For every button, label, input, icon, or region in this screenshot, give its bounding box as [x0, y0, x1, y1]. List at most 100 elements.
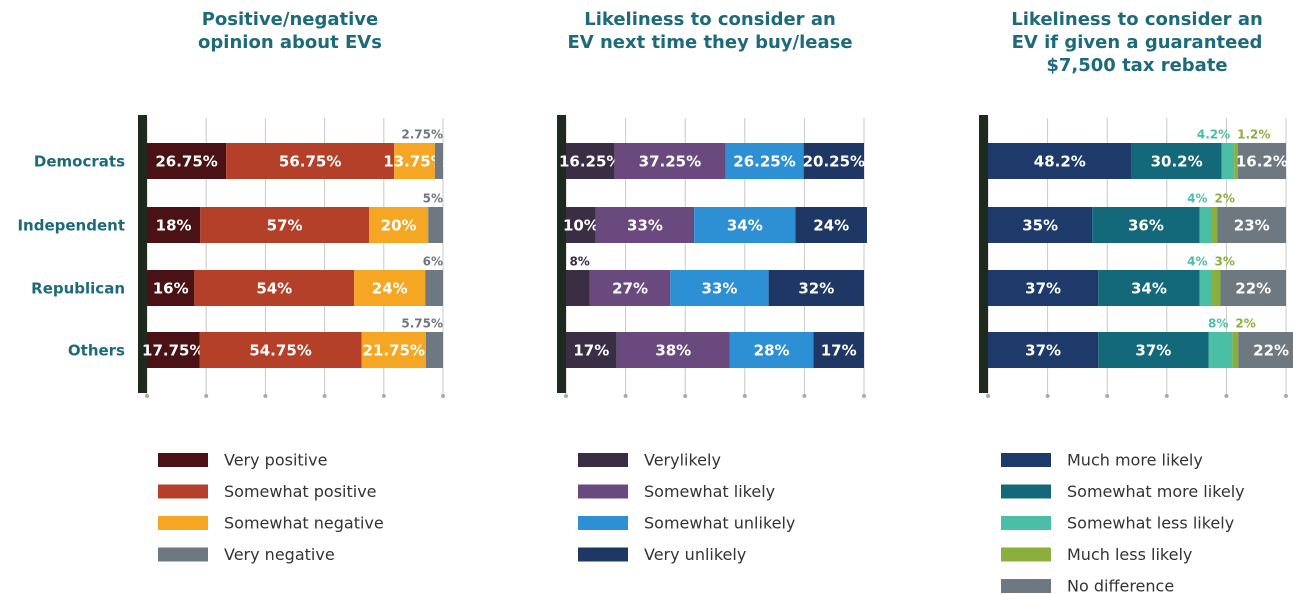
- value-label: 22%: [1235, 280, 1271, 298]
- value-label: 23%: [1234, 217, 1270, 235]
- value-label: 2.75%: [401, 128, 443, 142]
- bar-segment: [354, 270, 426, 306]
- value-label: 4%: [1187, 255, 1207, 269]
- tick-mark: [1105, 394, 1110, 398]
- legend-swatch: [1001, 579, 1051, 593]
- tick-mark: [1224, 394, 1229, 398]
- value-label: 13.75%: [383, 153, 445, 171]
- bar-segment: [199, 332, 362, 368]
- bar-segment: [194, 270, 355, 306]
- legend-swatch: [158, 484, 208, 499]
- value-label: 5%: [423, 192, 443, 206]
- legend-swatch: [1001, 547, 1051, 562]
- bar-segment: [1131, 143, 1222, 179]
- bar-segment: [1098, 270, 1200, 306]
- value-label: 2%: [1235, 317, 1255, 331]
- bar-segment: [147, 332, 200, 368]
- bar-segment: [725, 143, 804, 179]
- value-label: 16.2%: [1236, 153, 1288, 171]
- value-label: 18%: [156, 217, 192, 235]
- legend-swatch: [578, 484, 628, 499]
- legend-label: Verylikely: [644, 451, 721, 470]
- value-label: 30.2%: [1151, 153, 1203, 171]
- bar-segment: [1234, 143, 1238, 179]
- value-label: 37%: [1025, 280, 1061, 298]
- bar-segment: [803, 143, 864, 179]
- bar-segment: [394, 143, 435, 179]
- legend-swatch: [158, 516, 208, 530]
- value-label: 37%: [1135, 342, 1171, 360]
- bar-segment: [200, 207, 369, 243]
- bar-segment: [768, 270, 864, 306]
- tick-mark: [623, 394, 628, 398]
- value-label: 33%: [627, 217, 663, 235]
- value-label: 34%: [727, 217, 763, 235]
- bar-segment: [1199, 270, 1212, 306]
- value-label: 6%: [423, 255, 443, 269]
- legend-label: Much less likely: [1067, 545, 1192, 564]
- legend-label: Somewhat less likely: [1067, 514, 1234, 533]
- legend-label: Somewhat negative: [224, 514, 384, 533]
- bar-segment: [589, 270, 671, 306]
- value-label: 4%: [1187, 192, 1207, 206]
- axis-bar: [138, 115, 147, 393]
- value-label: 21.75%: [363, 342, 425, 360]
- legend-label: Very positive: [224, 451, 327, 470]
- bar-segment: [988, 270, 1099, 306]
- legend-swatch: [1001, 453, 1051, 467]
- bar-segment: [566, 143, 615, 179]
- bar-segment: [566, 332, 617, 368]
- bar-segment: [1220, 270, 1286, 306]
- value-label: 37%: [1025, 342, 1061, 360]
- value-label: 33%: [702, 280, 738, 298]
- bar-segment: [566, 207, 596, 243]
- axis-bar: [557, 115, 566, 393]
- bar-segment: [795, 207, 867, 243]
- bar-segment: [1237, 143, 1286, 179]
- bar-segment: [434, 143, 443, 179]
- value-label: 36%: [1128, 217, 1164, 235]
- tick-mark: [145, 394, 149, 398]
- legend-label: Somewhat more likely: [1067, 482, 1245, 501]
- legend-swatch: [578, 547, 628, 562]
- tick-mark: [802, 394, 807, 398]
- tick-mark: [1164, 394, 1169, 398]
- value-label: 17.75%: [142, 342, 204, 360]
- value-label: 16%: [153, 280, 189, 298]
- legend-label: Much more likely: [1067, 451, 1203, 470]
- bar-segment: [1208, 332, 1233, 368]
- bar-segment: [369, 207, 429, 243]
- value-label: 54%: [256, 280, 292, 298]
- value-label: 26.75%: [155, 153, 217, 171]
- bar-segment: [670, 270, 769, 306]
- tick-mark: [986, 394, 990, 398]
- legend-swatch: [578, 516, 628, 530]
- legend-label: Somewhat unlikely: [644, 514, 795, 533]
- legend-label: No difference: [1067, 577, 1174, 594]
- value-label: 57%: [267, 217, 303, 235]
- category-label: Independent: [17, 217, 125, 235]
- bar-segment: [1092, 207, 1200, 243]
- bar-segment: [361, 332, 426, 368]
- legend-swatch: [158, 547, 208, 562]
- category-label: Republican: [31, 280, 125, 298]
- value-label: 20.25%: [803, 153, 865, 171]
- bar-segment: [694, 207, 796, 243]
- value-label: 20%: [381, 217, 417, 235]
- axis-bar: [979, 115, 988, 393]
- tick-mark: [564, 394, 568, 398]
- category-label: Others: [68, 342, 125, 360]
- value-label: 8%: [569, 255, 589, 269]
- legend-label: Somewhat positive: [224, 482, 377, 501]
- tick-mark: [683, 394, 688, 398]
- bar-segment: [616, 332, 730, 368]
- value-label: 26.25%: [733, 153, 795, 171]
- bar-segment: [566, 270, 590, 306]
- tick-mark: [862, 394, 866, 398]
- bar-segment: [1232, 332, 1239, 368]
- legend-swatch: [578, 453, 628, 467]
- bar-segment: [226, 143, 395, 179]
- value-label: 2%: [1215, 192, 1235, 206]
